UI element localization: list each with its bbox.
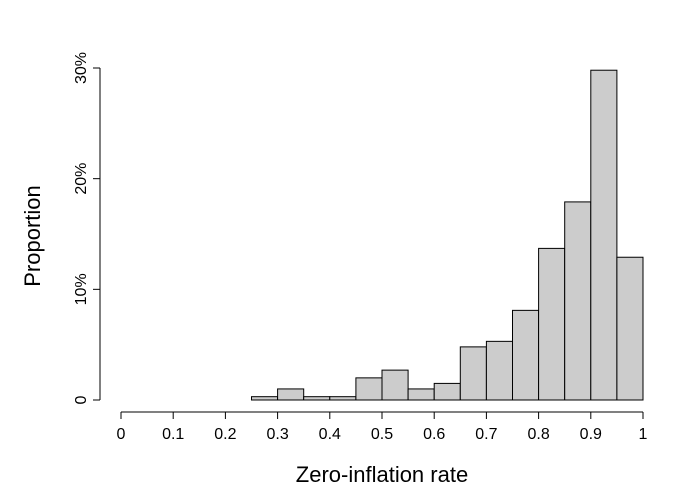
x-axis-title: Zero-inflation rate [296,462,468,487]
histogram-bar [433,382,461,401]
y-tick-label: 0 [73,395,90,404]
x-tick-label: 0.2 [214,426,236,443]
x-tick-label: 0.4 [319,426,341,443]
x-tick-label: 0 [117,426,126,443]
x-tick-label: 0.6 [423,426,445,443]
histogram-bar [329,396,357,401]
histogram-bar [590,69,618,401]
histogram-bar [355,377,383,401]
x-tick-label: 0.1 [162,426,184,443]
histogram-bar [277,388,305,401]
histogram-bar [251,396,279,401]
x-tick-label: 0.3 [266,426,288,443]
histogram-bar [538,247,566,401]
histogram-bar [459,346,487,401]
x-tick-label: 0.9 [580,426,602,443]
histogram-bar [407,388,435,401]
y-tick-label: 30% [73,52,90,84]
histogram-bar [564,201,592,401]
x-tick-label: 1 [639,426,648,443]
histogram-bar [303,396,331,401]
y-axis-title: Proportion [20,185,45,287]
histogram-bar [485,340,513,401]
x-tick-label: 0.7 [475,426,497,443]
histogram-bar [616,256,644,401]
x-tick-label: 0.5 [371,426,393,443]
histogram-bar [381,369,409,401]
y-tick-label: 20% [73,163,90,195]
bars-group [251,69,644,401]
y-tick-label: 10% [73,273,90,305]
y-axis-ticks: 0 10% 20% 30% [73,52,100,404]
x-tick-label: 0.8 [527,426,549,443]
histogram-bar [512,309,540,401]
x-axis-ticks: 0 0.1 0.2 0.3 0.4 0.5 0.6 0.7 0.8 0.9 1 [117,412,648,443]
